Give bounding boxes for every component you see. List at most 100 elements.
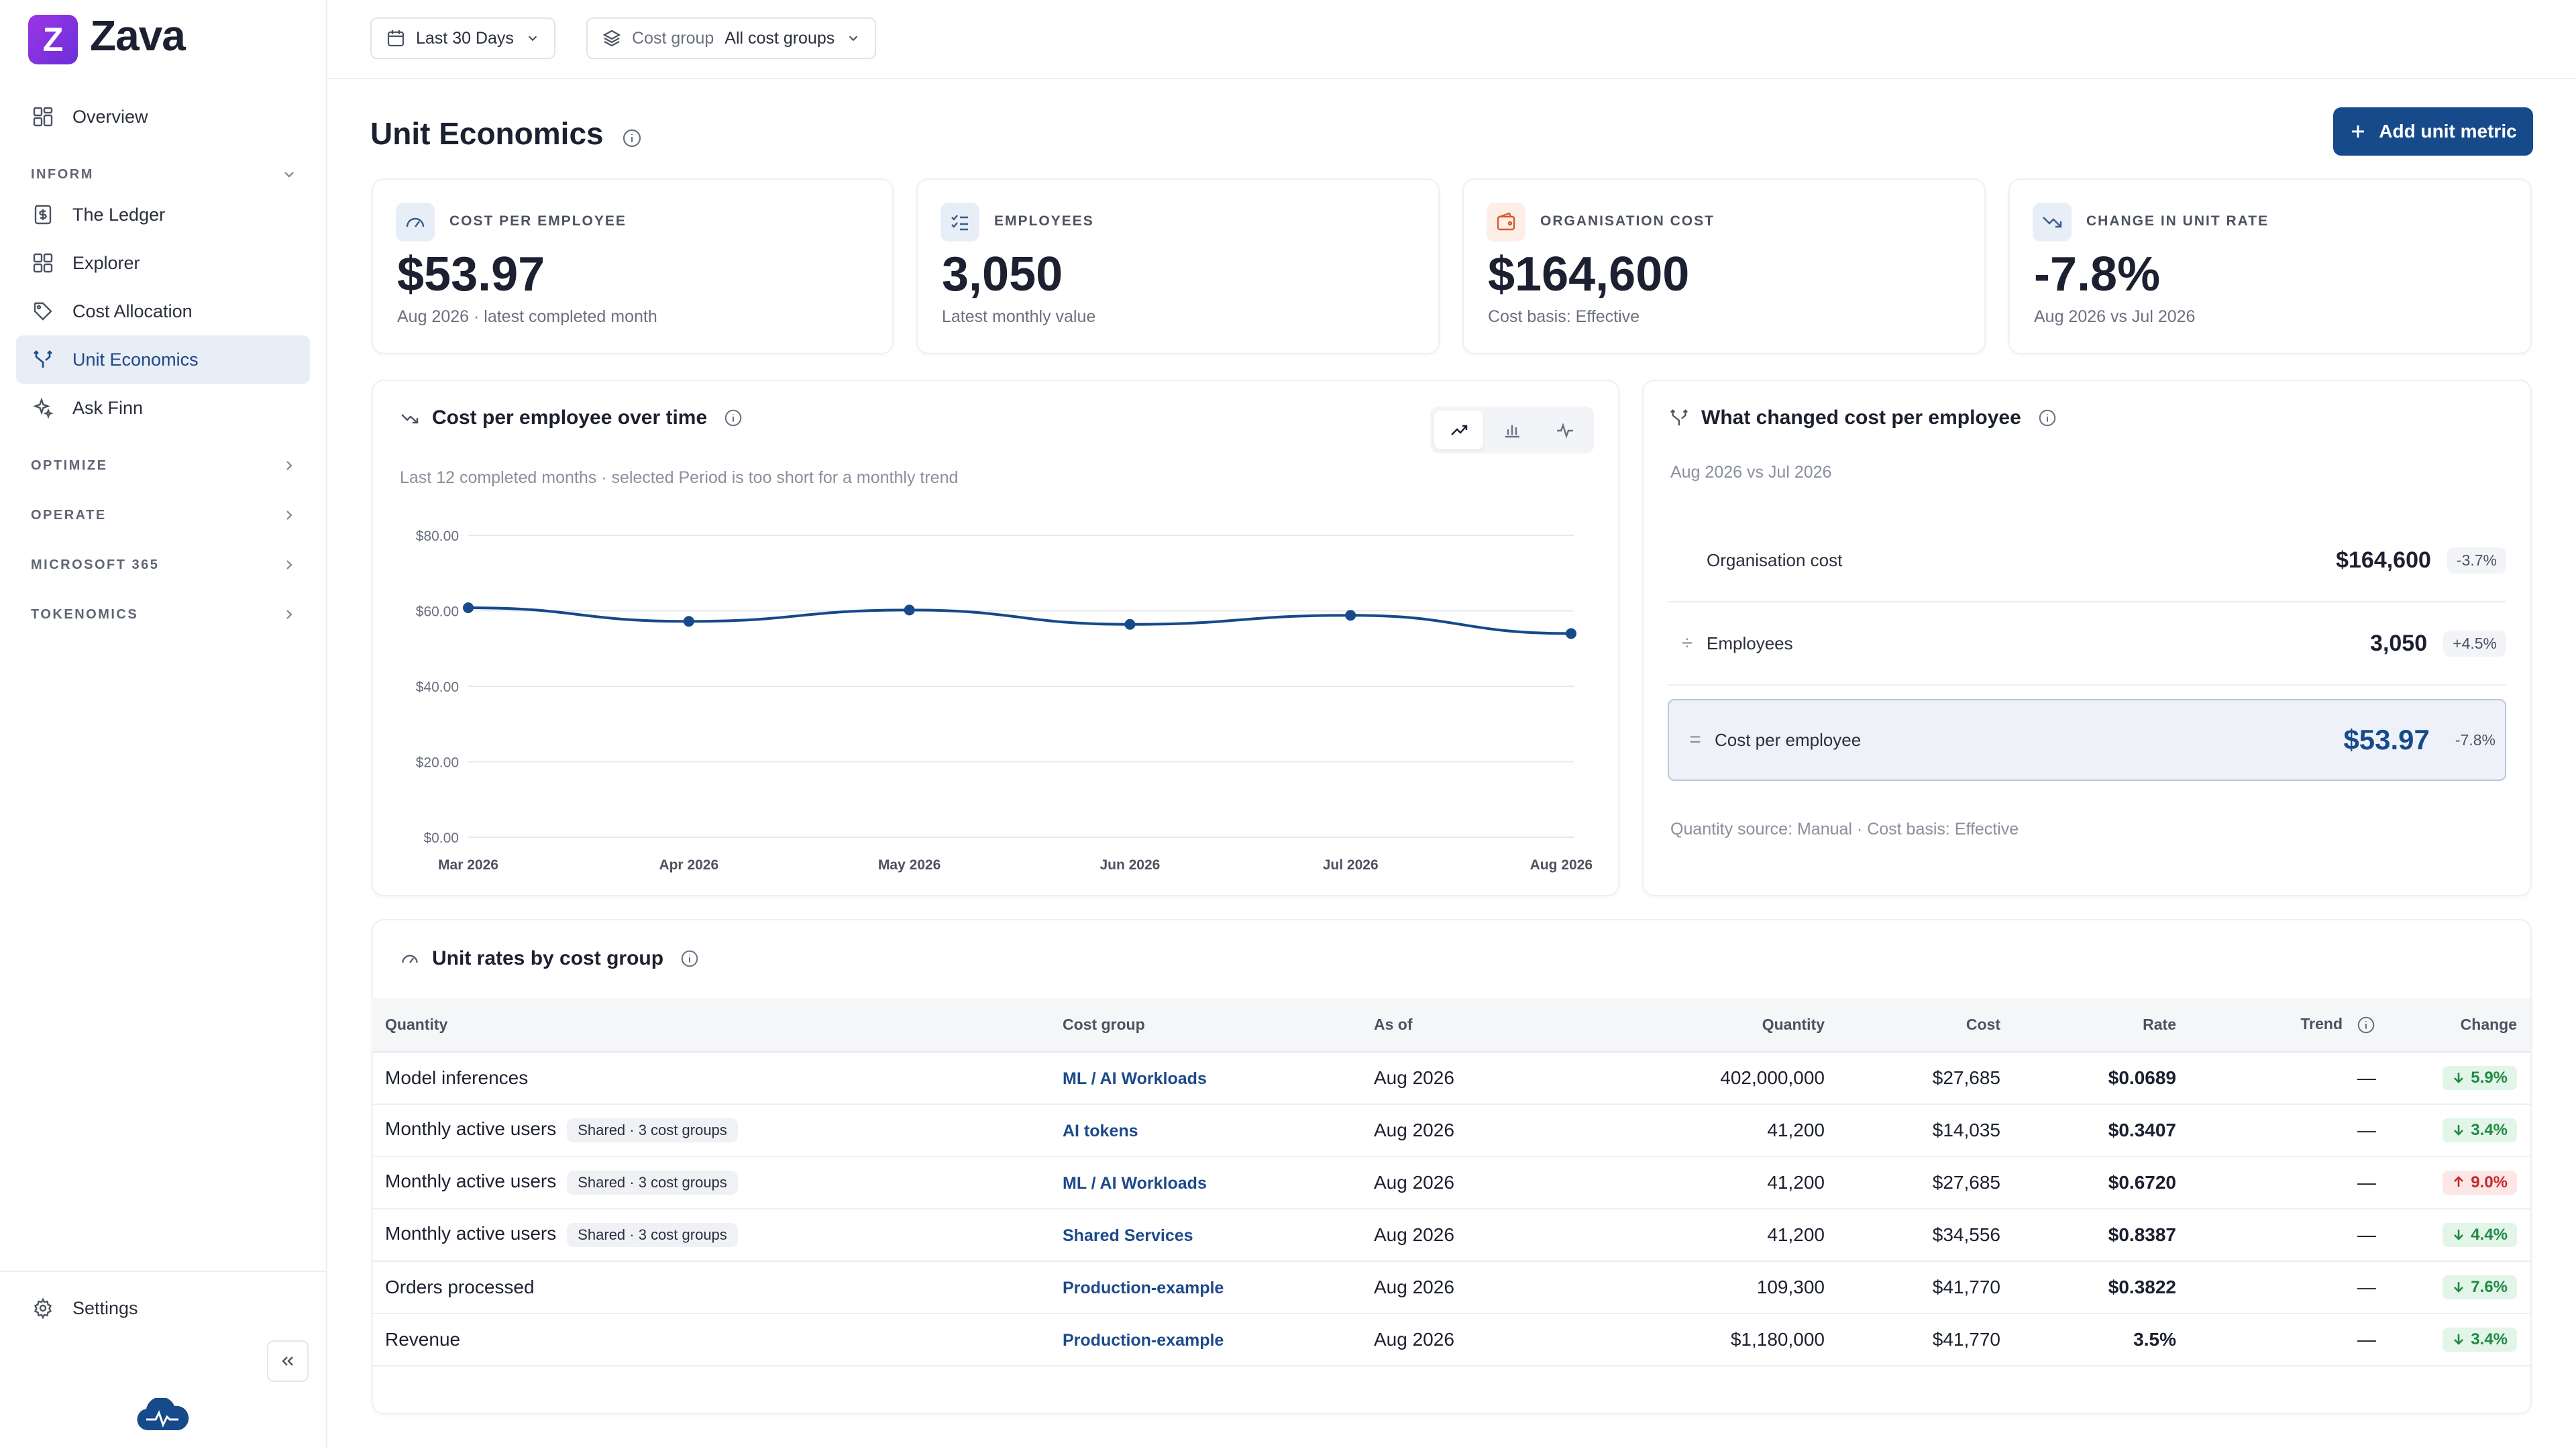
sidebar-item-label: Ask Finn	[72, 397, 144, 418]
sidebar-item-settings[interactable]: Settings	[16, 1284, 310, 1332]
calendar-icon	[386, 29, 405, 48]
table-row[interactable]: Model inferences ML / AI Workloads Aug 202…	[372, 1052, 2530, 1105]
table-row[interactable]: Orders processed Production-example Aug 20…	[372, 1261, 2530, 1314]
cost-group-link[interactable]: Shared Services	[1063, 1226, 1193, 1245]
trend-card-title-text: Cost per employee over time	[432, 407, 708, 429]
info-icon[interactable]	[2356, 1015, 2376, 1035]
kpi-subtext: Aug 2026 vs Jul 2026	[2034, 307, 2196, 326]
quantity-name-cell: Monthly active users Shared · 3 cost grou…	[372, 1104, 1049, 1157]
bar-chart-button[interactable]	[1487, 411, 1536, 449]
table-header-row: Quantity Cost group As of Quantity Cost …	[372, 998, 2530, 1053]
trend-cell: —	[2190, 1157, 2390, 1210]
column-header-change[interactable]: Change	[2390, 998, 2530, 1053]
row-value: 3,050	[2370, 630, 2428, 656]
quantity-name: Orders processed	[385, 1277, 535, 1297]
rate-cell: $0.8387	[2014, 1209, 2190, 1262]
info-icon[interactable]	[621, 127, 643, 149]
change-value: 4.4%	[2471, 1226, 2508, 1244]
line-chart-button[interactable]	[1434, 411, 1484, 449]
tag-icon	[31, 299, 55, 323]
info-icon[interactable]	[680, 949, 700, 969]
unit-rates-table: Quantity Cost group As of Quantity Cost …	[372, 998, 2530, 1366]
section-microsoft-365[interactable]: MICROSOFT 365	[31, 551, 297, 578]
info-icon[interactable]	[723, 408, 743, 428]
section-optimize[interactable]: OPTIMIZE	[31, 452, 297, 479]
x-tick-label: Jun 2026	[1099, 857, 1160, 873]
as-of-cell: Aug 2026	[1360, 1052, 1589, 1105]
table-row[interactable]: Monthly active users Shared · 3 cost grou…	[372, 1157, 2530, 1210]
chevron-down-icon	[282, 167, 297, 182]
x-tick-label: Aug 2026	[1530, 857, 1593, 873]
delta-badge: +4.5%	[2443, 630, 2506, 657]
column-header-quantity-name[interactable]: Quantity	[372, 998, 1049, 1053]
cost-group-cell: Production-example	[1049, 1261, 1360, 1314]
row-label: Employees	[1707, 633, 1793, 653]
sidebar-item-ask-finn[interactable]: Ask Finn	[16, 384, 310, 432]
quantity-name: Monthly active users	[385, 1223, 557, 1244]
change-value: 3.4%	[2471, 1121, 2508, 1139]
cost-group-link[interactable]: ML / AI Workloads	[1063, 1069, 1207, 1088]
y-tick-label: $20.00	[416, 755, 459, 771]
brand-name: Zava	[90, 11, 186, 60]
equals-icon: =	[1689, 729, 1701, 751]
as-of-cell: Aug 2026	[1360, 1104, 1589, 1157]
sidebar-item-explorer[interactable]: Explorer	[16, 239, 310, 287]
chevron-down-icon	[526, 32, 539, 45]
info-icon[interactable]	[2037, 408, 2057, 428]
cost-group-label: Cost group	[632, 28, 714, 48]
cost-group-selector[interactable]: Cost group All cost groups	[586, 17, 877, 59]
section-operate[interactable]: OPERATE	[31, 502, 297, 529]
quantity-name-cell: Revenue	[372, 1313, 1049, 1366]
table-row[interactable]: Revenue Production-example Aug 2026 $1,180,…	[372, 1313, 2530, 1366]
trend-cell: —	[2190, 1104, 2390, 1157]
sidebar-item-unit-economics[interactable]: Unit Economics	[16, 335, 310, 384]
add-unit-metric-button[interactable]: Add unit metric	[2333, 107, 2533, 156]
data-point	[463, 602, 474, 613]
brand-logo-icon[interactable]: Z	[28, 15, 78, 64]
dashboard-icon	[31, 105, 55, 129]
trend-header-label: Trend	[2300, 1014, 2343, 1032]
column-header-trend[interactable]: Trend	[2190, 998, 2390, 1053]
delta-badge: -7.8%	[2455, 731, 2496, 749]
collapse-sidebar-button[interactable]	[267, 1340, 309, 1382]
table-row[interactable]: Monthly active users Shared · 3 cost grou…	[372, 1209, 2530, 1262]
section-tokenomics[interactable]: TOKENOMICS	[31, 601, 297, 628]
column-header-quantity[interactable]: Quantity	[1589, 998, 1838, 1053]
section-inform[interactable]: INFORM	[31, 161, 297, 188]
quantity-name-cell: Model inferences	[372, 1052, 1049, 1105]
section-label: INFORM	[31, 166, 94, 182]
chevron-right-icon	[282, 557, 297, 572]
arrow-down-icon	[2452, 1071, 2465, 1084]
pulse-icon	[1555, 420, 1575, 440]
cost-group-link[interactable]: AI tokens	[1063, 1122, 1138, 1140]
change-cell: 4.4%	[2390, 1209, 2530, 1262]
organisation-cost-row: Organisation cost $164,600 -3.7%	[1668, 519, 2506, 602]
brand-letter: Z	[42, 21, 64, 58]
change-cell: 5.9%	[2390, 1052, 2530, 1105]
quantity-name: Monthly active users	[385, 1118, 557, 1139]
sidebar-item-overview[interactable]: Overview	[16, 93, 310, 141]
data-point	[1345, 610, 1356, 621]
column-header-rate[interactable]: Rate	[2014, 998, 2190, 1053]
data-point	[1124, 619, 1136, 630]
cost-group-link[interactable]: Production-example	[1063, 1331, 1224, 1350]
change-badge: 3.4%	[2443, 1328, 2517, 1352]
column-header-cost-group[interactable]: Cost group	[1049, 998, 1360, 1053]
change-cell: 3.4%	[2390, 1313, 2530, 1366]
sidebar-item-cost-allocation[interactable]: Cost Allocation	[16, 287, 310, 335]
as-of-cell: Aug 2026	[1360, 1209, 1589, 1262]
series-line	[468, 606, 1572, 635]
table-row[interactable]: Monthly active users Shared · 3 cost grou…	[372, 1104, 2530, 1157]
kpi-subtext: Latest monthly value	[942, 307, 1096, 326]
cost-group-link[interactable]: ML / AI Workloads	[1063, 1174, 1207, 1193]
change-badge: 3.4%	[2443, 1118, 2517, 1142]
trend-card-title: Cost per employee over time	[400, 407, 743, 429]
period-selector[interactable]: Last 30 Days	[370, 17, 555, 59]
column-header-as-of[interactable]: As of	[1360, 998, 1589, 1053]
rate-cell: $0.0689	[2014, 1052, 2190, 1105]
sparkline-button[interactable]	[1541, 411, 1590, 449]
period-value: Last 30 Days	[416, 28, 514, 48]
sidebar-item-ledger[interactable]: The Ledger	[16, 191, 310, 239]
column-header-cost[interactable]: Cost	[1838, 998, 2014, 1053]
cost-group-link[interactable]: Production-example	[1063, 1279, 1224, 1297]
